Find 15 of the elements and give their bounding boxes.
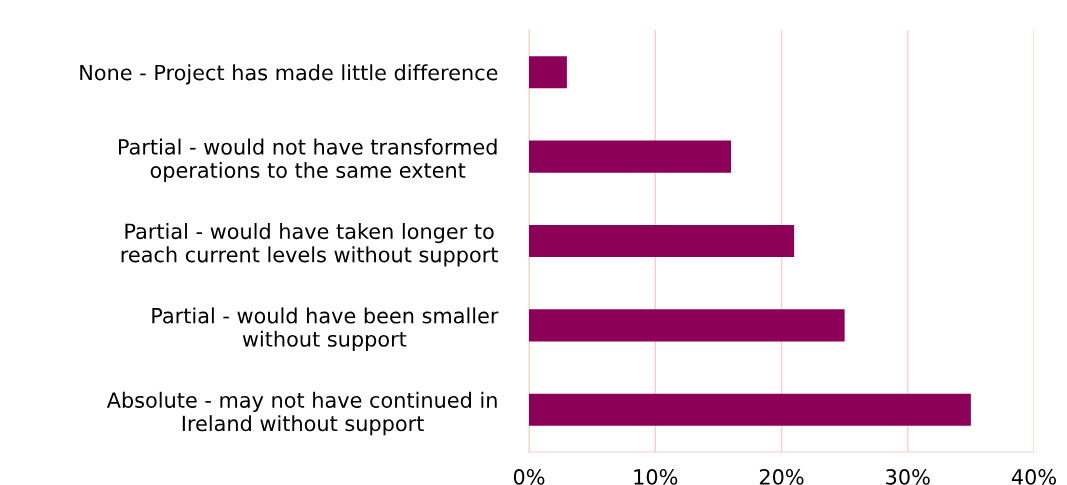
y-tick-label: None - Project has made little difference [80, 64, 498, 85]
bar [529, 140, 731, 173]
bar [529, 56, 567, 89]
x-tick-label: 30% [886, 469, 930, 485]
bar [529, 309, 845, 342]
x-tick-label: 10% [634, 469, 678, 485]
x-tick-label: 0% [513, 469, 545, 485]
y-tick-label: Partial - would have taken longer to reach current levels without support [121, 223, 498, 267]
x-tick-label: 20% [759, 469, 804, 485]
y-tick-label: Absolute - may not have continued in Ireland without support [106, 391, 497, 436]
bar [529, 224, 795, 258]
y-tick-label: Partial - would have been smaller without support [152, 307, 499, 351]
x-tick-label: 40% [1011, 469, 1056, 485]
y-tick-label: Partial - would not have transformed operations to the same extent [118, 138, 497, 183]
bar [529, 393, 971, 426]
